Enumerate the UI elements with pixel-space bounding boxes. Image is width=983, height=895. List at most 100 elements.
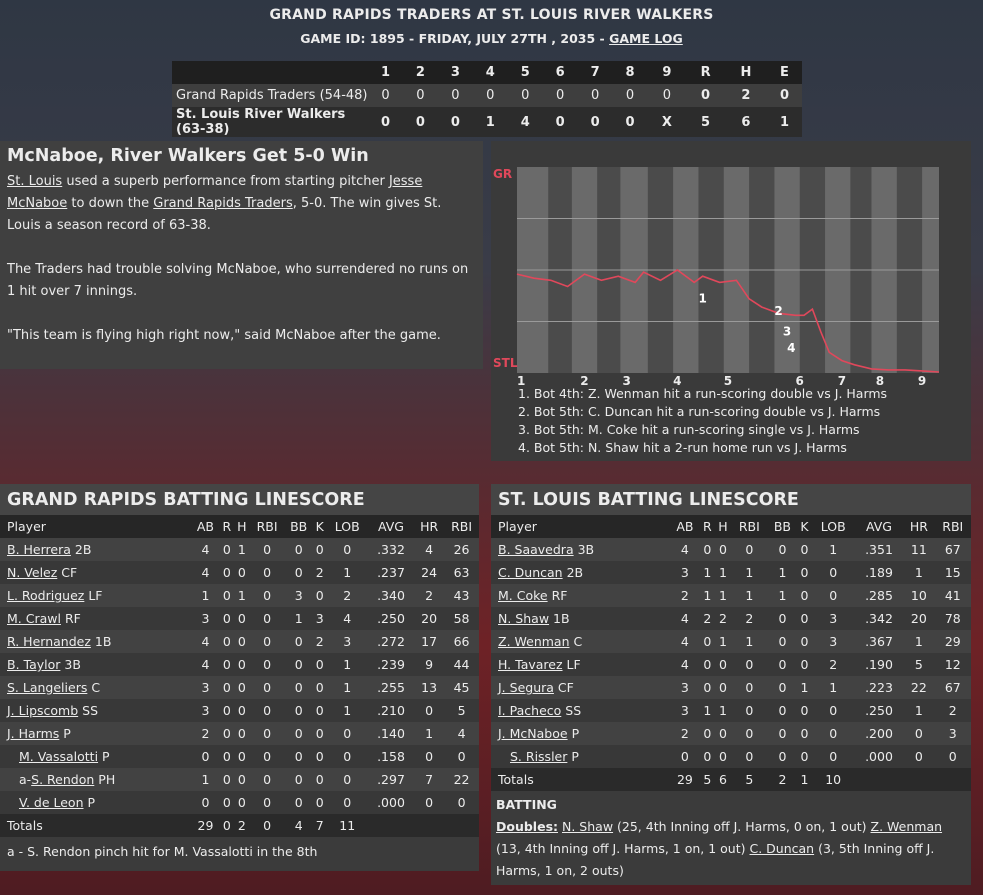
event-markers: 1 23 4	[698, 292, 795, 355]
player-name-link[interactable]: L. Rodriguez	[7, 588, 85, 603]
player-position: C	[573, 634, 583, 649]
player-name-link[interactable]: H. Tavarez	[498, 657, 563, 672]
stat-cell: 0	[219, 745, 235, 768]
line-score-header-cell: H	[724, 61, 767, 84]
stat-cell: 0	[234, 745, 250, 768]
player-name-link[interactable]: J. McNaboe	[498, 726, 568, 741]
player-name-link[interactable]: S. Rissler	[510, 749, 568, 764]
player-link-mcnaboe[interactable]: Jesse McNaboe	[7, 174, 423, 211]
chart-top-label: GR	[493, 167, 512, 181]
team-link-gr[interactable]: Grand Rapids Traders	[153, 196, 293, 211]
stat-cell: 2	[312, 630, 327, 653]
event-marker: 1	[698, 292, 706, 306]
player-name-link[interactable]: J. Segura	[498, 680, 554, 695]
game-log-link[interactable]: GAME LOG	[609, 31, 683, 46]
player-name-link[interactable]: Z. Wenman	[498, 634, 570, 649]
table-row: V. de Leon P 0 0 0 0 0 0 0.000 0 0	[0, 791, 479, 814]
player-name-link[interactable]: M. Crawl	[7, 611, 61, 626]
player-name-link[interactable]: M. Vassalotti	[19, 749, 99, 764]
player-cell: Z. Wenman C	[491, 630, 671, 653]
event-note: 4. Bot 5th: N. Shaw hit a 2-run home run…	[518, 440, 847, 455]
player-name-link[interactable]: C. Duncan	[498, 565, 563, 580]
line-score-cell: 0	[402, 107, 438, 137]
stat-cell: 44	[444, 653, 479, 676]
stat-cell: .285	[854, 584, 904, 607]
player-name-link[interactable]: B. Saavedra	[498, 542, 574, 557]
stat-cell: 0	[767, 699, 798, 722]
stat-cell: 1	[731, 630, 768, 653]
stat-cell: 0	[811, 722, 855, 745]
total-cell: 6	[714, 768, 732, 791]
table-row: M. Crawl RF 3 0 0 0 1 3 4.250 20 58	[0, 607, 479, 630]
player-name-link[interactable]: V. de Leon	[19, 795, 84, 810]
recap-text: , 5-0. The win gives St. Louis a season …	[7, 196, 442, 233]
table-row: M. Vassalotti P 0 0 0 0 0 0 0.158 0 0	[0, 745, 479, 768]
stat-cell: 0	[699, 676, 715, 699]
player-name-link[interactable]: S. Rendon	[31, 772, 95, 787]
stat-cell: 26	[444, 538, 479, 561]
stat-cell: 4	[670, 607, 700, 630]
stat-cell: 0	[767, 676, 798, 699]
stat-cell: 1	[699, 699, 715, 722]
player-name-link[interactable]: R. Hernandez	[7, 634, 91, 649]
player-cell: M. Vassalotti P	[0, 745, 192, 768]
line-score-header-cell: 3	[437, 61, 473, 84]
line-score-cell: X	[647, 107, 687, 137]
team-link-stl[interactable]: St. Louis	[7, 174, 63, 189]
player-name-link[interactable]: N. Velez	[7, 565, 58, 580]
stat-cell: 1	[234, 538, 250, 561]
player-position: 1B	[94, 634, 112, 649]
stat-cell: 43	[444, 584, 479, 607]
player-name-link[interactable]: B. Taylor	[7, 657, 61, 672]
stat-cell: 0	[312, 768, 327, 791]
player-link[interactable]: Z. Wenman	[870, 819, 943, 834]
player-link[interactable]: C. Duncan	[749, 841, 815, 856]
player-name-link[interactable]: S. Langeliers	[7, 680, 88, 695]
stat-cell: .272	[367, 630, 415, 653]
player-cell: H. Tavarez LF	[491, 653, 671, 676]
player-name-link[interactable]: N. Shaw	[498, 611, 550, 626]
stat-cell: 1	[767, 561, 798, 584]
stat-cell: 22	[444, 768, 479, 791]
stat-cell: 3	[670, 561, 700, 584]
inning-label: 8	[876, 374, 884, 386]
stat-cell: 1	[714, 630, 732, 653]
stat-cell: 2	[414, 584, 445, 607]
stat-cell: 0	[219, 722, 235, 745]
stat-cell: .158	[367, 745, 415, 768]
player-name-link[interactable]: J. Lipscomb	[7, 703, 79, 718]
inning-label: 7	[838, 374, 846, 386]
home-team-name[interactable]: St. Louis River Walkers (63-38)	[172, 107, 368, 137]
away-team-name[interactable]: Grand Rapids Traders (54-48)	[172, 84, 368, 107]
stat-cell: 0	[767, 607, 798, 630]
stat-cell: 2	[699, 607, 715, 630]
player-link[interactable]: N. Shaw	[562, 819, 614, 834]
stat-cell: 1	[699, 584, 715, 607]
line-score-cell: 0	[612, 107, 648, 137]
inning-labels: 1 2 3 4 5 6 7 8 9	[517, 374, 926, 386]
stat-cell: 0	[326, 791, 368, 814]
table-row: S. Rissler P 0 0 0 0 0 0 0.000 0 0	[491, 745, 971, 768]
table-row: a-S. Rendon PH 1 0 0 0 0 0 0.297 7 22	[0, 768, 479, 791]
column-header: AVG	[367, 515, 415, 538]
stat-cell: 5	[444, 699, 479, 722]
player-name-link[interactable]: M. Coke	[498, 588, 548, 603]
stat-cell: 0	[191, 745, 220, 768]
stat-cell: 2	[312, 561, 327, 584]
player-name-link[interactable]: I. Pacheco	[498, 703, 562, 718]
stat-cell: 0	[249, 584, 285, 607]
stat-cell: 0	[249, 653, 285, 676]
stat-cell: 0	[731, 722, 768, 745]
stat-cell: 4	[414, 538, 445, 561]
stat-cell: 0	[219, 607, 235, 630]
stat-cell: 4	[191, 561, 220, 584]
stat-cell: 0	[234, 676, 250, 699]
gr-batting-table: Player AB R H RBI BB K LOB AVG HR RBI B. Herrera 2B…	[0, 515, 479, 837]
stat-cell: 0	[219, 768, 235, 791]
player-position: RF	[64, 611, 81, 626]
table-row: R. Hernandez 1B 4 0 0 0 0 2 3.272 17 66	[0, 630, 479, 653]
player-name-link[interactable]: B. Herrera	[7, 542, 71, 557]
player-name-link[interactable]: J. Harms	[7, 726, 60, 741]
stat-cell: 45	[444, 676, 479, 699]
stat-cell: 2	[191, 722, 220, 745]
